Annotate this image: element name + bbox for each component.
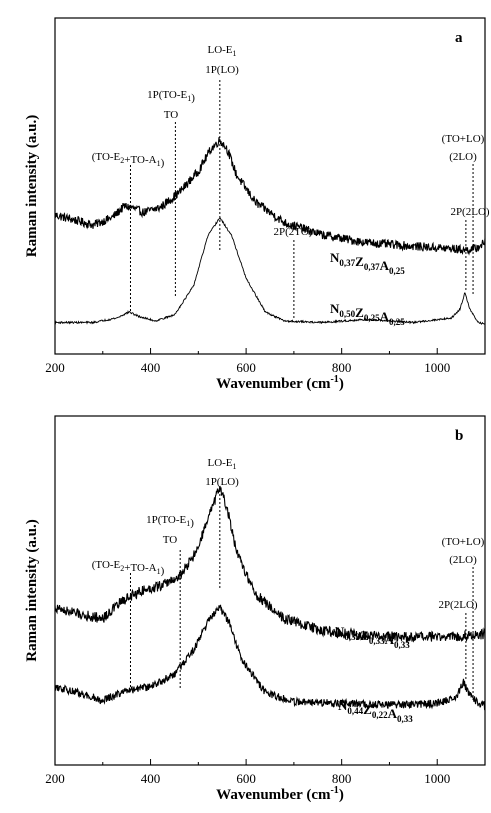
panel-a: 200 400 600 800 1000 Wavenumber (cm-1) Raman i…: [24, 17, 490, 392]
x-axis-title: Wavenumber (cm-1): [216, 374, 344, 392]
series-label: N0,44Z0,22A0,33: [338, 698, 413, 724]
panel-letter: b: [455, 428, 463, 444]
x-tick-label: 600: [236, 360, 256, 375]
band-annotation-line2: TO: [164, 109, 179, 121]
band-annotation: LO-E1: [207, 457, 236, 471]
band-annotation: 1P(TO-E1): [147, 89, 195, 104]
x-tick-label: 800: [332, 360, 352, 375]
band-annotation: (TO+LO): [442, 133, 485, 145]
band-annotation: 1P(TO-E1): [146, 514, 194, 529]
band-annotation-line2: TO: [163, 534, 178, 546]
band-annotation-line2: 1P(LO): [205, 64, 239, 76]
band-annotation-line2: 1P(LO): [205, 476, 239, 488]
plot-frame: [54, 17, 486, 355]
band-annotation-line2: (2LO): [449, 151, 477, 163]
series-label: N0,37Z0,37A0,25: [330, 250, 405, 276]
x-tick-label: 400: [141, 771, 161, 786]
x-tick-label: 1000: [424, 360, 450, 375]
spectrum-series-2: [54, 217, 486, 326]
plot-frame: [54, 415, 486, 766]
spectrum-series-1: [54, 485, 486, 644]
y-axis-title: Raman intensity (a.u.): [24, 115, 40, 258]
band-annotation: 2P(2LO): [438, 599, 477, 611]
spectrum-series-1: [54, 137, 486, 256]
band-annotation: (TO-E2+TO-A1): [92, 151, 165, 169]
band-annotation: (TO+LO): [442, 536, 485, 548]
panel-letter: a: [455, 30, 463, 46]
y-axis-title: Raman intensity (a.u.): [24, 519, 40, 662]
panel-b: 200 400 600 800 1000 Wavenumber (cm-1) Raman i…: [24, 415, 486, 803]
x-axis-title: Wavenumber (cm-1): [216, 785, 344, 803]
x-tick-label: 1000: [424, 771, 450, 786]
series-label: N0,50Z0,25A0,25: [330, 301, 405, 327]
x-tick-label: 600: [236, 771, 256, 786]
x-tick-label: 200: [45, 360, 65, 375]
spectrum-series-2: [54, 604, 486, 711]
band-annotation: (TO-E2+TO-A1): [92, 559, 165, 577]
band-annotation: LO-E1: [207, 44, 236, 58]
band-annotation: 2P(2TO): [274, 226, 313, 238]
x-tick-label: 200: [45, 771, 65, 786]
series-label: N0,33Z0,33A0,33: [335, 624, 410, 650]
band-annotation: 2P(2LO): [450, 206, 489, 218]
band-annotation-line2: (2LO): [449, 554, 477, 566]
x-tick-label: 400: [141, 360, 161, 375]
x-tick-label: 800: [332, 771, 352, 786]
